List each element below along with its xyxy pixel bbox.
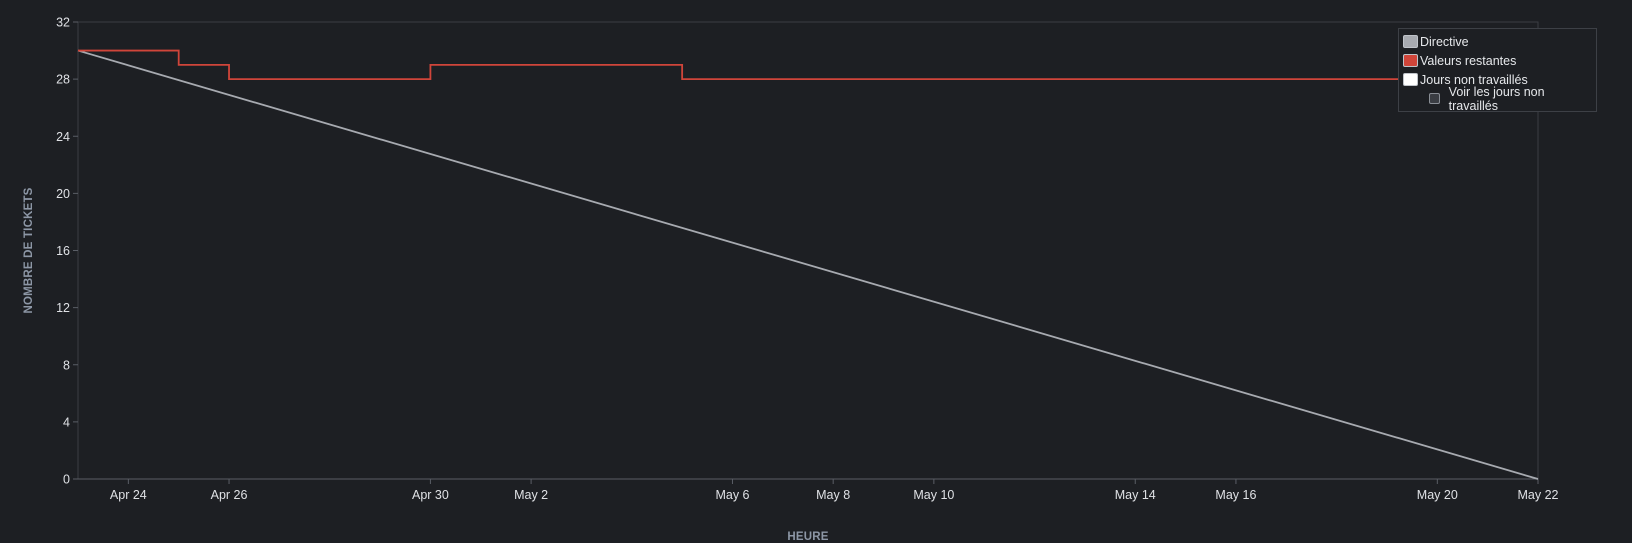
y-tick-label: 0 <box>63 473 70 487</box>
series-line-directive <box>77 49 1539 480</box>
x-tick-label: May 8 <box>816 488 850 502</box>
x-axis-ticks: Apr 24 Apr 26 Apr 30 May 2 May 6 May 8 May 10 M… <box>110 479 1559 502</box>
show-non-working-days-toggle[interactable]: Voir les jours non travaillés <box>1403 85 1592 113</box>
legend-label-remaining-values: Valeurs restantes <box>1420 53 1517 68</box>
x-tick-label: May 16 <box>1215 488 1256 502</box>
chart-legend: Directive Valeurs restantes Jours non tr… <box>1398 28 1597 113</box>
legend-item-non-working-days[interactable]: Jours non travaillés <box>1403 70 1592 89</box>
non-working-days-swatch <box>1403 73 1418 86</box>
y-axis-ticks: 0 4 8 12 16 20 24 28 32 <box>56 16 78 487</box>
x-tick-label: Apr 30 <box>412 488 449 502</box>
chart-axes <box>77 21 1539 480</box>
x-tick-label: Apr 26 <box>211 488 248 502</box>
y-tick-label: 20 <box>56 187 70 201</box>
remaining-values-swatch <box>1403 54 1418 67</box>
y-tick-label: 32 <box>56 16 70 30</box>
y-tick-label: 4 <box>63 415 70 429</box>
series-line-valeurs-restantes <box>78 49 1438 81</box>
y-axis-title: NOMBRE DE TICKETS <box>23 187 35 313</box>
series-layer <box>77 49 1539 480</box>
legend-label-directive: Directive <box>1420 34 1469 49</box>
legend-item-remaining-values[interactable]: Valeurs restantes <box>1403 51 1592 70</box>
y-tick-label: 12 <box>56 301 70 315</box>
x-axis-title: HEURE <box>787 531 828 543</box>
x-tick-label: May 22 <box>1518 488 1559 502</box>
directive-swatch <box>1403 35 1418 48</box>
x-tick-label: May 10 <box>913 488 954 502</box>
legend-label-non-working-days: Jours non travaillés <box>1420 72 1528 87</box>
plot-frame <box>77 21 1539 480</box>
x-tick-label: May 6 <box>715 488 749 502</box>
y-tick-label: 28 <box>56 73 70 87</box>
y-tick-label: 24 <box>56 130 70 144</box>
x-tick-label: May 14 <box>1115 488 1156 502</box>
legend-item-directive[interactable]: Directive <box>1403 32 1592 51</box>
x-tick-label: Apr 24 <box>110 488 147 502</box>
x-tick-label: May 2 <box>514 488 548 502</box>
y-tick-label: 16 <box>56 244 70 258</box>
show-non-working-days-label: Voir les jours non travaillés <box>1448 84 1545 113</box>
y-tick-label: 8 <box>63 358 70 372</box>
show-non-working-days-checkbox[interactable] <box>1429 93 1440 104</box>
x-tick-label: May 20 <box>1417 488 1458 502</box>
